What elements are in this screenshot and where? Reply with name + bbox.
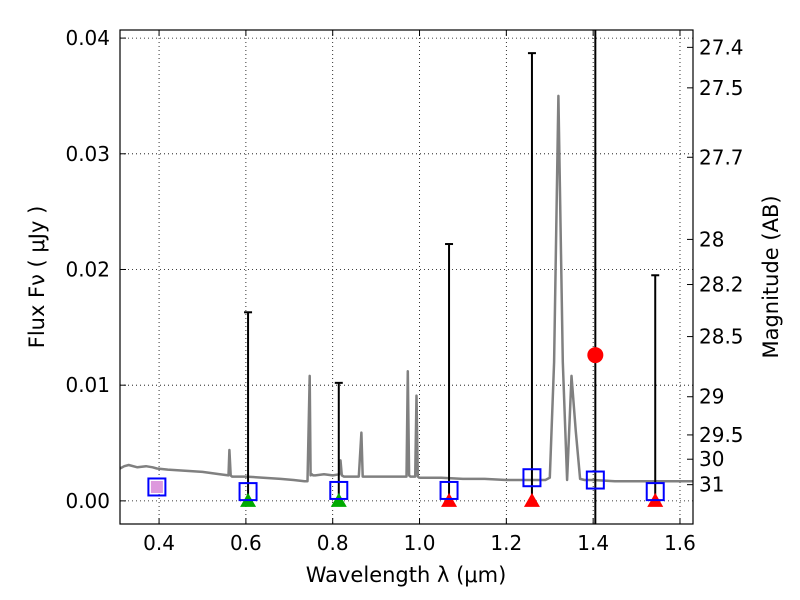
marks-layer xyxy=(147,30,665,524)
detection-circle xyxy=(587,347,604,364)
model-square xyxy=(329,480,349,500)
mag-tick-label: 30 xyxy=(699,447,724,471)
x-tick-label: 1.6 xyxy=(664,531,696,555)
model-square xyxy=(238,482,258,502)
mag-tick-label: 29 xyxy=(699,385,724,409)
x-tick-label: 0.8 xyxy=(317,531,349,555)
model-square xyxy=(522,468,542,488)
model-square xyxy=(439,480,459,500)
mag-tick-label: 27.7 xyxy=(699,145,744,169)
x-tick-label: 0.4 xyxy=(143,531,175,555)
axes-layer: 0.4 0.6 0.8 1.0 1.2 1.4 1.6 0.00 0.01 0.02 0.03 0.0… xyxy=(65,26,743,555)
x-axis-label: Wavelength λ (μm) xyxy=(306,563,507,587)
x-tick-label: 1.2 xyxy=(490,531,522,555)
mag-tick-label: 27.4 xyxy=(699,35,744,59)
mag-tick-label: 28 xyxy=(699,227,724,251)
y-tick-label: 0.04 xyxy=(65,26,110,50)
x-tick-label: 1.4 xyxy=(577,531,609,555)
mag-tick-label: 31 xyxy=(699,473,724,497)
mag-tick-label: 28.5 xyxy=(699,325,744,349)
x-tick-label: 0.6 xyxy=(230,531,262,555)
y-tick-label: 0.03 xyxy=(65,142,110,166)
y2-axis-label: Magnitude (AB) xyxy=(759,195,783,358)
plot-frame xyxy=(119,29,694,525)
mag-tick-label: 29.5 xyxy=(699,423,744,447)
mag-tick-label: 28.2 xyxy=(699,273,744,297)
x-tick-label: 1.0 xyxy=(404,531,436,555)
model-square xyxy=(147,477,167,497)
spectrum-layer xyxy=(119,94,693,483)
y-tick-label: 0.00 xyxy=(65,489,110,513)
y-axis-label: Flux Fν ( μJy ) xyxy=(25,206,49,349)
model-square xyxy=(585,470,605,490)
y-tick-label: 0.02 xyxy=(65,257,110,281)
mag-tick-label: 27.5 xyxy=(699,76,744,100)
red-triangle xyxy=(523,492,540,507)
model-square xyxy=(645,482,665,502)
blue-band-square xyxy=(150,480,163,493)
template-spectrum-line xyxy=(119,94,693,483)
y-tick-label: 0.01 xyxy=(65,373,110,397)
